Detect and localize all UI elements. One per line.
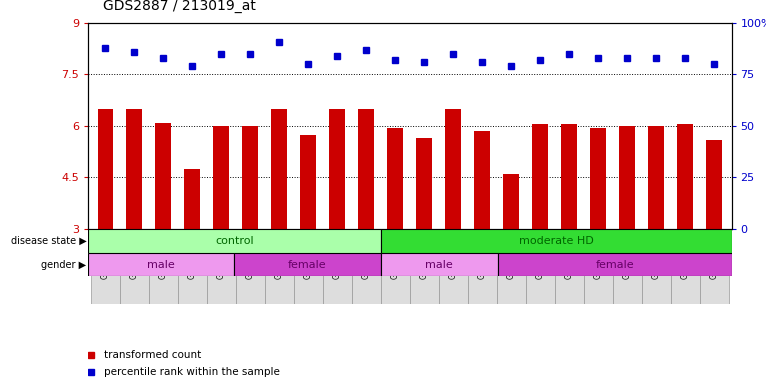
Bar bbox=[88, 229, 381, 253]
Text: GSM217785: GSM217785 bbox=[420, 233, 429, 279]
Bar bbox=[532, 124, 548, 229]
Bar bbox=[234, 253, 381, 276]
Text: GSM217771: GSM217771 bbox=[101, 233, 110, 279]
Bar bbox=[525, 229, 555, 304]
Bar bbox=[677, 124, 693, 229]
Text: GSM217768: GSM217768 bbox=[304, 233, 313, 279]
Bar bbox=[699, 229, 728, 304]
Text: GSM217774: GSM217774 bbox=[188, 233, 197, 279]
Text: transformed count: transformed count bbox=[104, 350, 201, 360]
Bar bbox=[706, 140, 722, 229]
Bar bbox=[497, 229, 525, 304]
Bar bbox=[474, 131, 490, 229]
Bar bbox=[207, 229, 236, 304]
Text: gender ▶: gender ▶ bbox=[41, 260, 87, 270]
Text: moderate HD: moderate HD bbox=[519, 236, 594, 246]
Text: GSM217770: GSM217770 bbox=[362, 233, 371, 279]
Bar bbox=[329, 109, 345, 229]
Bar bbox=[381, 253, 498, 276]
Bar bbox=[236, 229, 265, 304]
Text: control: control bbox=[215, 236, 254, 246]
Text: GSM217769: GSM217769 bbox=[333, 233, 342, 279]
Bar bbox=[388, 127, 403, 229]
Bar bbox=[358, 109, 375, 229]
Text: GSM217777: GSM217777 bbox=[535, 233, 545, 279]
Bar bbox=[185, 169, 201, 229]
Bar bbox=[417, 138, 432, 229]
Bar bbox=[671, 229, 699, 304]
Text: GSM217787: GSM217787 bbox=[478, 233, 486, 279]
Bar bbox=[445, 109, 461, 229]
Bar bbox=[352, 229, 381, 304]
Bar bbox=[381, 229, 410, 304]
Bar bbox=[271, 109, 287, 229]
Bar bbox=[178, 229, 207, 304]
Bar bbox=[555, 229, 584, 304]
Text: GSM217766: GSM217766 bbox=[246, 233, 255, 279]
Text: GSM217780: GSM217780 bbox=[623, 233, 632, 279]
Text: GSM217778: GSM217778 bbox=[565, 233, 574, 279]
Bar bbox=[613, 229, 642, 304]
Bar bbox=[561, 124, 578, 229]
Text: GSM217783: GSM217783 bbox=[709, 233, 719, 279]
Text: female: female bbox=[288, 260, 327, 270]
Text: GSM217786: GSM217786 bbox=[449, 233, 458, 279]
Bar bbox=[591, 127, 606, 229]
Bar bbox=[265, 229, 294, 304]
Text: disease state ▶: disease state ▶ bbox=[11, 236, 87, 246]
Bar bbox=[294, 229, 322, 304]
Bar bbox=[584, 229, 613, 304]
Bar bbox=[322, 229, 352, 304]
Text: female: female bbox=[595, 260, 633, 270]
Bar bbox=[242, 126, 258, 229]
Bar bbox=[648, 126, 664, 229]
Text: GSM217776: GSM217776 bbox=[507, 233, 516, 279]
Bar bbox=[642, 229, 671, 304]
Text: GSM217772: GSM217772 bbox=[130, 233, 139, 279]
Bar bbox=[91, 229, 120, 304]
Bar bbox=[88, 253, 234, 276]
Text: GSM217781: GSM217781 bbox=[652, 233, 660, 279]
Bar bbox=[214, 126, 229, 229]
Bar bbox=[97, 109, 113, 229]
Bar bbox=[149, 229, 178, 304]
Bar bbox=[155, 122, 172, 229]
Bar bbox=[126, 109, 142, 229]
Text: percentile rank within the sample: percentile rank within the sample bbox=[104, 367, 280, 377]
Text: GSM217775: GSM217775 bbox=[217, 233, 226, 279]
Text: male: male bbox=[147, 260, 175, 270]
Bar bbox=[503, 174, 519, 229]
Text: male: male bbox=[425, 260, 453, 270]
Bar bbox=[619, 126, 635, 229]
Bar bbox=[439, 229, 468, 304]
Text: GDS2887 / 213019_at: GDS2887 / 213019_at bbox=[103, 0, 257, 13]
Bar bbox=[468, 229, 497, 304]
Text: GSM217767: GSM217767 bbox=[275, 233, 284, 279]
Text: GSM217782: GSM217782 bbox=[681, 233, 689, 279]
Text: GSM217784: GSM217784 bbox=[391, 233, 400, 279]
Bar bbox=[381, 229, 732, 253]
Text: GSM217773: GSM217773 bbox=[159, 233, 168, 279]
Bar bbox=[498, 253, 732, 276]
Bar bbox=[120, 229, 149, 304]
Text: GSM217779: GSM217779 bbox=[594, 233, 603, 279]
Bar bbox=[410, 229, 439, 304]
Bar bbox=[300, 134, 316, 229]
